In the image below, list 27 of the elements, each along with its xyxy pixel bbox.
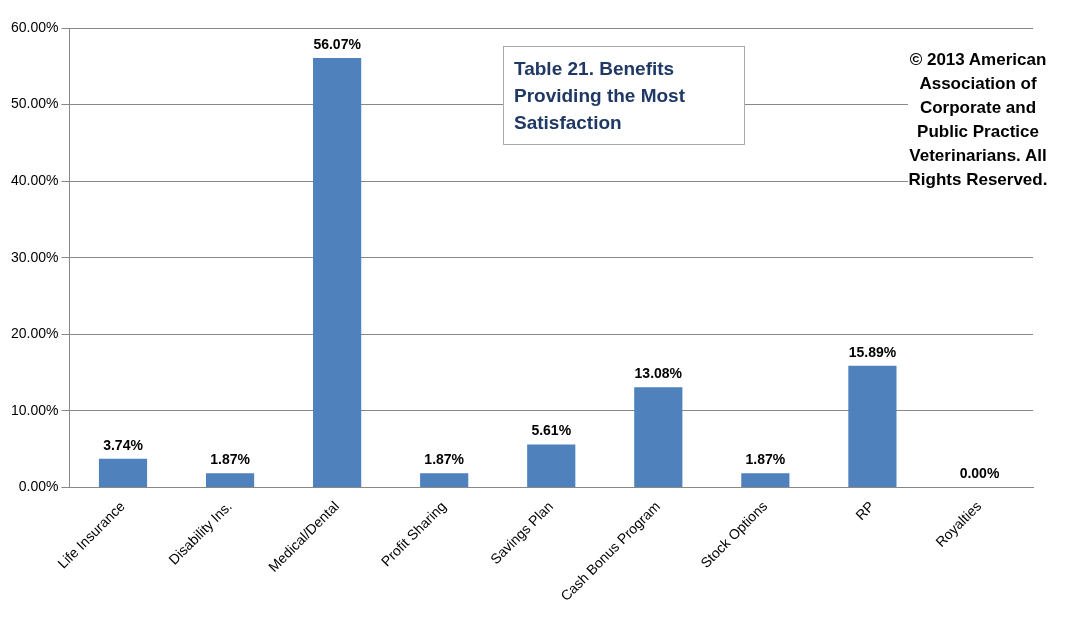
data-label: 13.08% [634,365,683,382]
data-label: 0.00% [959,465,1000,482]
bar [848,365,897,487]
y-tick-label: 20.00% [11,325,59,342]
y-tick-label: 10.00% [11,401,59,418]
bar [527,444,576,487]
y-tick-label: 40.00% [11,172,59,189]
bar [313,58,362,487]
bar [205,473,255,487]
data-label: 56.07% [313,35,362,52]
data-label: 1.87% [210,451,251,468]
bar [420,473,469,487]
y-tick-label: 30.00% [11,248,59,265]
data-label: 3.74% [103,436,144,453]
data-label: 1.87% [424,451,465,468]
data-label: 15.89% [848,343,897,360]
data-label: 5.61% [531,422,572,439]
y-tick-label: 0.00% [18,478,59,495]
bar [741,473,790,487]
bar [634,387,683,487]
data-label: 1.87% [745,451,786,468]
annotation: © 2013 American Association of Corporate and Public Practice Veterinarians. All Rights Reserved. [908,48,1048,192]
y-tick-label: 60.00% [11,18,59,35]
bar [98,458,148,487]
title-box: Table 21. Benefits Providing the Most Satisfaction [503,46,745,145]
y-tick-label: 50.00% [11,95,59,112]
x-tick-label: RP [852,497,878,524]
